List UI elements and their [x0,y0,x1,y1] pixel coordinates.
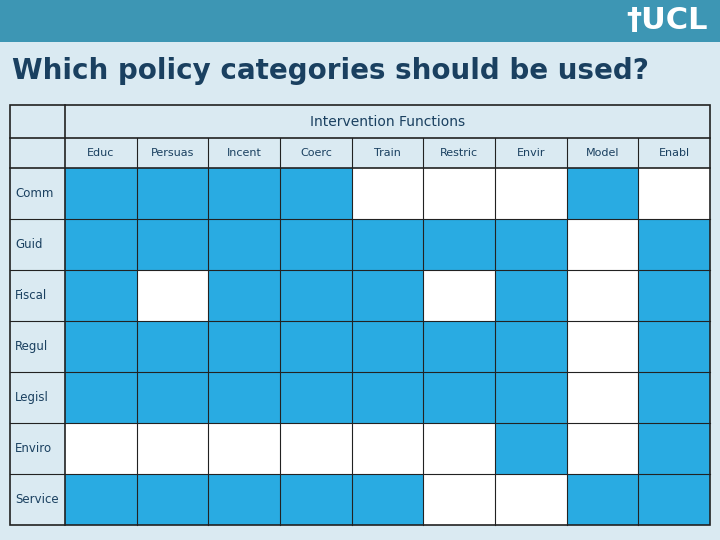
Text: Persuas: Persuas [150,148,194,158]
Bar [423,423,495,474]
Bar [280,423,351,474]
Bar [65,168,137,219]
Bar [10,105,65,138]
Bar [137,474,208,525]
Bar [567,321,639,372]
Bar [495,321,567,372]
Text: †UCL: †UCL [626,6,708,36]
Bar [567,423,639,474]
Bar [65,474,137,525]
Bar [208,474,280,525]
Bar [423,321,495,372]
Bar [639,219,710,270]
Bar [495,270,567,321]
Bar [65,219,137,270]
Bar [495,219,567,270]
Bar [10,168,65,219]
Bar [10,105,710,525]
Bar [495,423,567,474]
Bar [10,270,65,321]
Bar [10,372,65,423]
Bar [65,372,137,423]
Bar [495,168,567,219]
Bar [351,474,423,525]
Bar [639,168,710,219]
Text: Educ: Educ [87,148,114,158]
Text: Intervention Functions: Intervention Functions [310,114,465,129]
Bar [423,270,495,321]
Text: Enabl: Enabl [659,148,690,158]
Bar [65,270,137,321]
Text: Which policy categories should be used?: Which policy categories should be used? [12,57,649,85]
Text: Regul: Regul [15,340,48,353]
Bar [351,168,423,219]
Bar [10,219,65,270]
Bar [208,270,280,321]
Bar [208,321,280,372]
Bar [137,270,208,321]
Bar [567,219,639,270]
Bar [567,372,639,423]
Text: Coerc: Coerc [300,148,332,158]
Bar [10,138,710,168]
Text: Enviro: Enviro [15,442,52,455]
Bar [137,168,208,219]
Bar [10,423,65,474]
Bar [639,474,710,525]
Bar [0,0,720,42]
Text: Comm: Comm [15,187,53,200]
Bar [280,372,351,423]
Bar [639,423,710,474]
Bar [495,474,567,525]
Bar [351,321,423,372]
Text: Guid: Guid [15,238,42,251]
Bar [495,372,567,423]
Bar [639,372,710,423]
Bar [280,474,351,525]
Text: Service: Service [15,493,58,506]
Bar [351,423,423,474]
Bar [65,423,137,474]
Bar [639,270,710,321]
Bar [137,423,208,474]
Bar [65,321,137,372]
Text: Envir: Envir [516,148,545,158]
Bar [10,321,65,372]
Bar [423,474,495,525]
Bar [351,219,423,270]
Text: Incent: Incent [227,148,261,158]
Bar [567,270,639,321]
Bar [137,372,208,423]
Text: Train: Train [374,148,401,158]
Bar [280,321,351,372]
Bar [423,219,495,270]
Bar [423,168,495,219]
Bar [423,372,495,423]
Bar [280,270,351,321]
Bar [10,105,710,138]
Bar [208,168,280,219]
Bar [137,219,208,270]
Bar [208,219,280,270]
Bar [351,270,423,321]
Bar [567,168,639,219]
Bar [567,474,639,525]
Text: Restric: Restric [440,148,478,158]
Bar [208,372,280,423]
Text: Legisl: Legisl [15,391,49,404]
Bar [280,219,351,270]
Bar [280,168,351,219]
Bar [208,423,280,474]
Bar [639,321,710,372]
Text: Model: Model [586,148,619,158]
Bar [351,372,423,423]
Bar [10,474,65,525]
Text: Fiscal: Fiscal [15,289,48,302]
Bar [137,321,208,372]
